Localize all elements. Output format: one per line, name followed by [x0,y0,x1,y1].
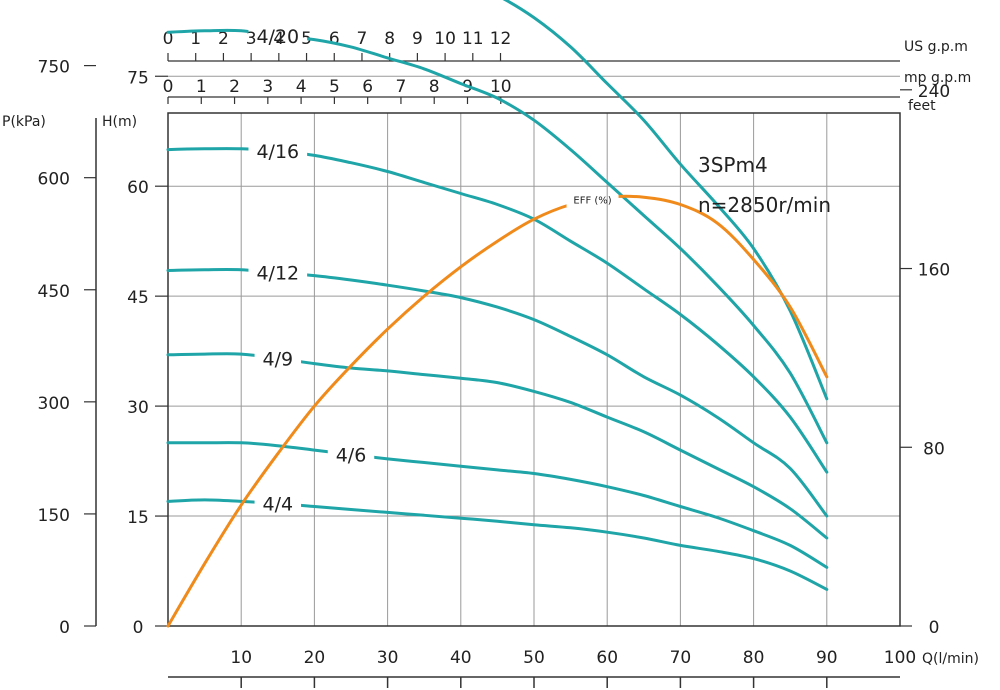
curve-EFF (%) [166,194,829,628]
x-axis-label: Q(l/min) [922,651,979,667]
pressure-axis-label: P(kPa) [2,114,46,130]
us-gpm-tick-label: 1 [190,29,201,49]
x-tick-label: 40 [450,648,472,668]
us-gpm-tick-label: 4 [273,29,284,49]
left-axes: 01530456075900150300450600750900 [38,58,168,638]
curve-4/4 [166,498,829,591]
imp-gpm-tick-label: 3 [262,77,273,97]
curve-label-4/9: 4/9 [263,348,294,370]
head-tick-label: 75 [127,68,149,88]
curve-label-4/12: 4/12 [256,263,299,285]
x-tick-label: 20 [304,648,326,668]
imp-gpm-tick-label: 2 [229,77,240,97]
us-gpm-axis-label: US g.p.m [904,39,968,55]
plot-frame [167,112,901,688]
imp-gpm-tick-label: 10 [490,77,512,97]
curve-label-4/6: 4/6 [336,444,367,466]
curve-label-EFF (%): EFF (%) [573,196,611,207]
us-gpm-tick-label: 11 [462,29,484,49]
chart-subtitle: n=2850r/min [698,193,831,217]
pressure-tick-label: 300 [38,394,70,414]
top-axes: 0 1 2 3 4 5 6 7 8 9 10 11 120 1 2 3 4 5 6 7 8 9 10 [163,29,900,104]
us-gpm-tick-label: 10 [434,29,456,49]
x-tick-label: 60 [596,648,618,668]
x-tick-label: 50 [523,648,545,668]
us-gpm-tick-label: 9 [412,29,423,49]
x-tick-label: 90 [816,648,838,668]
imp-gpm-tick-label: 1 [196,77,207,97]
curve-4/6 [166,441,829,569]
us-gpm-tick-label: 2 [218,29,229,49]
head-tick-label: 15 [127,508,149,528]
curve-4/16 [166,147,829,474]
head-tick-label: 30 [127,398,149,418]
imp-gpm-tick-label: 5 [329,77,340,97]
chart-title: 3SPm4 [698,153,768,177]
imp-gpm-tick-label: 8 [429,77,440,97]
curve-label-4/20: 4/20 [256,26,299,48]
right-axis: 080160240320400 [900,82,950,638]
curve-4/12 [166,268,829,518]
pressure-tick-label: 750 [38,58,70,78]
plot-border [167,112,901,627]
curve-4/20 [166,28,829,445]
bottom-axis: 10 20 30 40 50 60 70 80 90 100 [230,648,916,668]
feet-tick-label: 80 [923,439,945,459]
curve-label-4/16: 4/16 [256,141,299,163]
curve-4/24 [502,0,829,401]
us-gpm-tick-label: 0 [163,29,174,49]
pressure-tick-label: 0 [59,618,70,638]
imp-gpm-tick-label: 6 [362,77,373,97]
head-tick-label: 60 [127,178,149,198]
us-gpm-tick-label: 3 [246,29,257,49]
feet-tick-label: 0 [929,618,940,638]
pressure-tick-label: 600 [38,170,70,190]
feet-axis-label: feet [908,98,936,114]
us-gpm-tick-label: 7 [357,29,368,49]
curve-4/9 [166,352,829,540]
imp-gpm-tick-label: 4 [296,77,307,97]
x-tick-label: 100 [884,648,916,668]
us-gpm-tick-label: 12 [490,29,512,49]
x-tick-label: 10 [230,648,252,668]
imp-gpm-axis-label: mp g.p.m [904,70,971,86]
feet-tick-label: 160 [918,261,950,281]
head-tick-label: 0 [133,618,144,638]
imp-gpm-tick-label: 0 [163,77,174,97]
imp-gpm-tick-label: 7 [396,77,407,97]
us-gpm-tick-label: 6 [329,29,340,49]
us-gpm-tick-label: 8 [384,29,395,49]
head-axis-label: H(m) [102,114,137,130]
curve-label-4/4: 4/4 [263,493,294,515]
feet-tick-label: 240 [918,82,950,102]
head-tick-label: 45 [127,288,149,308]
pressure-tick-label: 450 [38,282,70,302]
x-tick-label: 70 [670,648,692,668]
x-tick-label: 30 [377,648,399,668]
x-tick-label: 80 [743,648,765,668]
pressure-tick-label: 150 [38,506,70,526]
